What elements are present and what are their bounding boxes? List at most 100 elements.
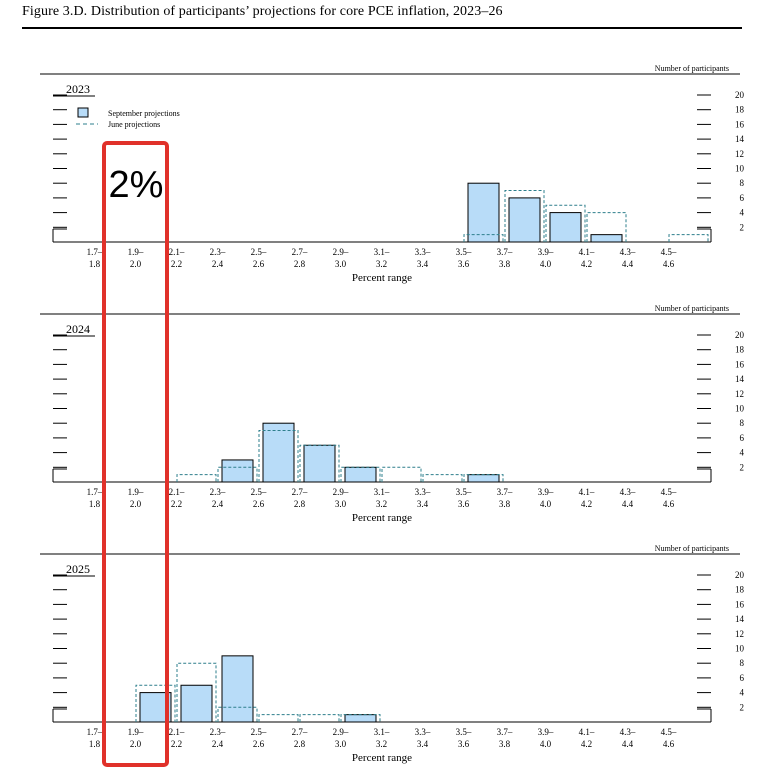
x-tick-label: 3.1– 3.2 — [374, 727, 390, 749]
y-tick-label: 6 — [740, 673, 745, 683]
x-tick-label: 2.3– 2.4 — [210, 247, 226, 269]
x-tick-label: 4.3– 4.4 — [620, 487, 636, 509]
y-tick-label: 12 — [735, 629, 744, 639]
x-tick-label: 2.1– 2.2 — [169, 487, 185, 509]
y-tick-label: 4 — [740, 448, 745, 458]
x-tick-label: 1.9– 2.0 — [128, 487, 144, 509]
y-tick-label: 18 — [735, 585, 745, 595]
x-tick-label: 2.7– 2.8 — [292, 727, 308, 749]
x-tick-label: 1.7– 1.8 — [87, 247, 103, 269]
legend-label-september: September projections — [108, 109, 180, 118]
x-tick-label: 2.5– 2.6 — [251, 247, 267, 269]
x-tick-label: 3.1– 3.2 — [374, 247, 390, 269]
y-tick-label: 18 — [735, 105, 745, 115]
legend-swatch-september — [77, 107, 89, 118]
x-tick-label: 3.5– 3.6 — [456, 487, 472, 509]
figure-title: Figure 3.D. Distribution of participants… — [22, 4, 503, 19]
x-tick-label: 3.7– 3.8 — [497, 727, 513, 749]
x-tick-label: 3.7– 3.8 — [497, 247, 513, 269]
bar-september — [549, 212, 582, 243]
bar-september — [221, 655, 254, 723]
y-tick-label: 14 — [735, 614, 745, 624]
x-tick-label: 3.3– 3.4 — [415, 487, 431, 509]
y-tick-label: 12 — [735, 389, 744, 399]
title-rule — [22, 27, 742, 29]
june-projection-line — [176, 430, 504, 482]
chart-panel-2024: Number of participants 2024 2 4 6 8 10 12 14 16 18… — [40, 304, 745, 524]
june-projection-line — [463, 190, 709, 242]
x-tick-label: 4.3– 4.4 — [620, 247, 636, 269]
y-tick-label: 4 — [740, 208, 745, 218]
x-tick-label: 3.9– 4.0 — [538, 247, 554, 269]
x-tick-label: 2.3– 2.4 — [210, 487, 226, 509]
bar-september — [180, 684, 213, 723]
y-axis-title: Number of participants — [655, 544, 729, 553]
y-axis-title: Number of participants — [655, 304, 729, 313]
x-axis-title: Percent range — [352, 512, 412, 524]
x-tick-label: 2.7– 2.8 — [292, 487, 308, 509]
y-tick-label: 12 — [735, 149, 744, 159]
x-tick-label: 4.5– 4.6 — [661, 487, 677, 509]
y-tick-label: 6 — [740, 433, 745, 443]
y-tick-label: 10 — [735, 644, 745, 654]
y-tick-label: 8 — [740, 178, 745, 188]
x-tick-label: 3.3– 3.4 — [415, 727, 431, 749]
y-tick-label: 2 — [740, 222, 745, 232]
x-tick-label: 2.1– 2.2 — [169, 247, 185, 269]
june-projection-line — [135, 662, 381, 722]
panel-year-label: 2023 — [66, 82, 90, 96]
y-tick-label: 16 — [735, 599, 745, 609]
y-tick-label: 18 — [735, 345, 745, 355]
x-tick-label: 4.1– 4.2 — [579, 487, 595, 509]
x-tick-label: 3.7– 3.8 — [497, 487, 513, 509]
x-tick-label: 2.9– 3.0 — [333, 247, 349, 269]
legend: September projections June projections — [76, 107, 180, 129]
x-tick-label: 2.1– 2.2 — [169, 727, 185, 749]
x-tick-label: 4.5– 4.6 — [661, 727, 677, 749]
x-axis-title: Percent range — [352, 752, 412, 764]
x-tick-label: 2.5– 2.6 — [251, 487, 267, 509]
x-tick-label: 1.9– 2.0 — [128, 247, 144, 269]
panel-year-label: 2025 — [66, 562, 90, 576]
bar-september — [467, 474, 500, 483]
x-tick-label: 4.3– 4.4 — [620, 727, 636, 749]
highlight-box — [102, 141, 169, 767]
y-tick-label: 14 — [735, 134, 745, 144]
x-tick-label: 3.1– 3.2 — [374, 487, 390, 509]
x-tick-label: 2.3– 2.4 — [210, 727, 226, 749]
x-tick-label: 1.9– 2.0 — [128, 727, 144, 749]
bar-september — [262, 422, 295, 483]
x-tick-label: 3.5– 3.6 — [456, 727, 472, 749]
x-axis-title: Percent range — [352, 272, 412, 284]
y-tick-label: 6 — [740, 193, 745, 203]
x-tick-label: 4.1– 4.2 — [579, 727, 595, 749]
y-tick-label: 8 — [740, 658, 745, 668]
x-tick-label: 1.7– 1.8 — [87, 727, 103, 749]
x-tick-label: 1.7– 1.8 — [87, 487, 103, 509]
bar-september — [221, 459, 254, 483]
bar-september — [508, 197, 541, 243]
bar-september — [344, 714, 377, 723]
chart-panel-2025: Number of participants 2025 2 4 6 8 10 12 14 16 18… — [40, 544, 745, 764]
x-tick-label: 4.5– 4.6 — [661, 247, 677, 269]
y-tick-label: 10 — [735, 164, 745, 174]
y-tick-label: 2 — [740, 462, 745, 472]
y-tick-label: 2 — [740, 702, 745, 712]
chart-panel-2023: Number of participants 2023 2 4 6 8 10 12 14 16 18… — [40, 64, 745, 284]
x-tick-label: 4.1– 4.2 — [579, 247, 595, 269]
y-tick-label: 16 — [735, 359, 745, 369]
y-tick-label: 4 — [740, 688, 745, 698]
y-tick-label: 8 — [740, 418, 745, 428]
panel-year-label: 2024 — [66, 322, 90, 336]
y-tick-label: 10 — [735, 404, 745, 414]
x-tick-label: 2.9– 3.0 — [333, 727, 349, 749]
annotation-2-percent: 2% — [109, 164, 164, 206]
x-tick-label: 3.3– 3.4 — [415, 247, 431, 269]
bar-september — [467, 182, 500, 243]
y-tick-label: 20 — [735, 570, 745, 580]
legend-label-june: June projections — [108, 120, 160, 129]
y-tick-label: 20 — [735, 90, 745, 100]
x-tick-label: 2.9– 3.0 — [333, 487, 349, 509]
bar-september — [344, 466, 377, 483]
